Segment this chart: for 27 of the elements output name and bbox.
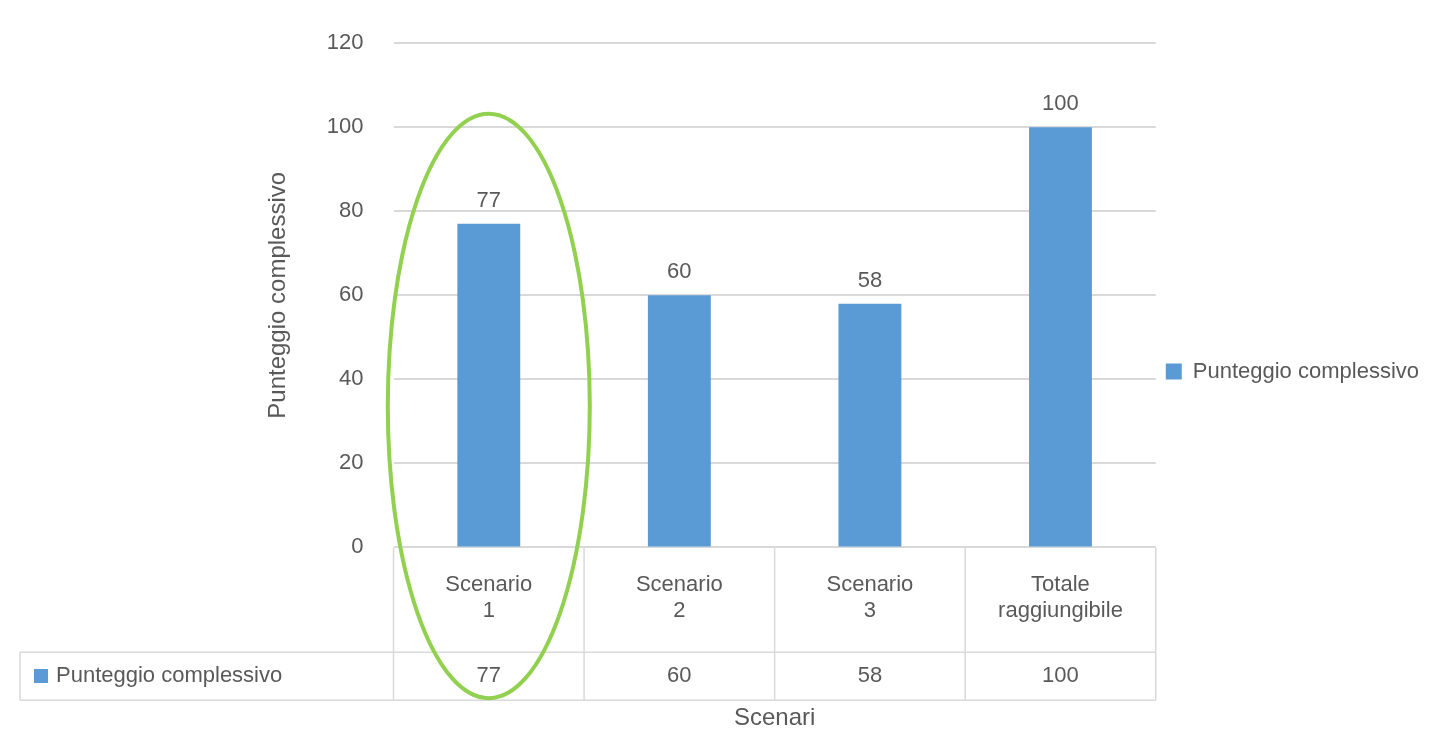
data-label: 100	[1042, 90, 1079, 116]
text: 77	[476, 662, 502, 688]
text: 58	[857, 662, 883, 688]
data-label: 60	[667, 258, 692, 284]
data-label: 58	[857, 266, 883, 292]
x-tick-label: Scenario 3	[826, 570, 914, 623]
data-label: 77	[476, 186, 502, 212]
x-tick-label: Totale raggiungibile	[998, 570, 1123, 623]
y-tick-label: 60	[339, 281, 364, 307]
y-tick-label: 80	[339, 197, 364, 223]
text: Punteggio complessivo	[56, 662, 283, 688]
y-tick-label: 40	[339, 365, 364, 391]
y-axis-title: Punteggio complessivo	[263, 171, 291, 419]
bar	[838, 303, 902, 547]
x-tick-label: Scenario 1	[445, 570, 533, 623]
text: 100	[1042, 662, 1079, 688]
bar	[1029, 127, 1092, 547]
y-tick-label: 0	[351, 533, 364, 559]
y-tick-label: 120	[326, 29, 364, 55]
x-tick-label: Scenario 2	[635, 570, 723, 623]
x-axis-title: Scenari	[733, 703, 816, 731]
legend-label: Punteggio complessivo	[1192, 357, 1420, 383]
y-tick-label: 100	[326, 113, 364, 139]
bar	[457, 223, 521, 547]
y-tick-label: 20	[339, 449, 364, 475]
text: 60	[667, 662, 692, 688]
bar	[647, 295, 711, 547]
